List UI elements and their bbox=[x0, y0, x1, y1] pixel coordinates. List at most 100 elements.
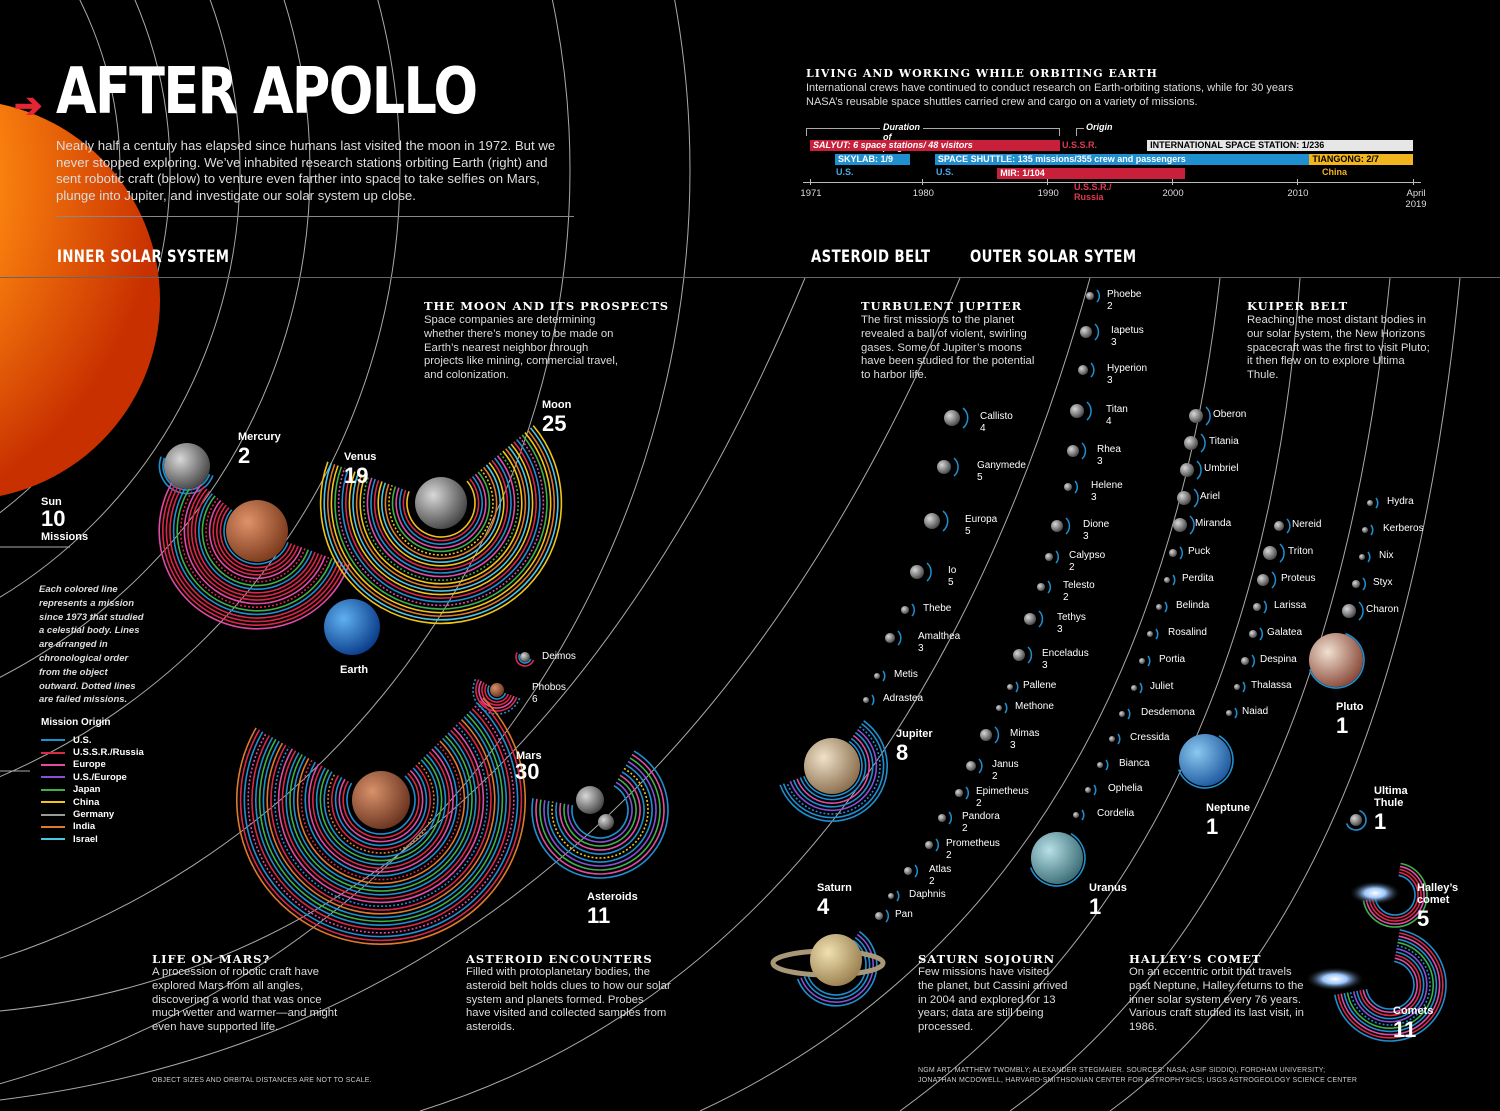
inner-orbit bbox=[0, 0, 401, 778]
moon-label: Enceladus bbox=[1042, 648, 1089, 659]
moon-mission-arc bbox=[384, 466, 498, 560]
moon-body-image bbox=[1139, 658, 1145, 664]
mars-story-text: A procession of robotic craft have explo… bbox=[152, 966, 338, 1034]
legend-swatch bbox=[41, 813, 65, 816]
saturn-image bbox=[810, 934, 862, 986]
program-origin: U.S. bbox=[936, 167, 954, 177]
moon-mission-arc bbox=[935, 838, 940, 852]
moon-label: Pan bbox=[895, 909, 913, 920]
venus-mission-arc bbox=[165, 472, 343, 623]
moon-label: Epimetheus bbox=[976, 786, 1029, 797]
moon-body-image bbox=[875, 912, 883, 920]
credits-line-2: JONATHAN MCDOWELL, HARVARD-SMITHSONIAN C… bbox=[918, 1077, 1358, 1084]
asteroid-story-text: Filled with protoplanetary bodies, the a… bbox=[466, 966, 671, 1034]
venus-count: 19 bbox=[344, 463, 369, 488]
moon-count: 4 bbox=[980, 423, 986, 434]
jupiter-mission-arc bbox=[789, 728, 878, 812]
legend-swatch bbox=[41, 801, 65, 804]
mars-mission-arc bbox=[323, 759, 439, 858]
venus-mission-arc bbox=[169, 474, 340, 619]
moon-label: Methone bbox=[1015, 701, 1054, 712]
moon-mission-arc bbox=[334, 434, 548, 610]
duration-bracket-right bbox=[1059, 128, 1060, 136]
program-bar: SALYUT: 6 space stations/ 48 visitors bbox=[810, 140, 1060, 151]
moon-count: 2 bbox=[1063, 592, 1069, 603]
belt-section-title: ASTEROID BELT bbox=[811, 247, 931, 267]
venus-mission-arc bbox=[190, 488, 320, 598]
moon-count: 2 bbox=[1069, 562, 1075, 573]
program-origin: China bbox=[1322, 167, 1348, 177]
inner-orbit bbox=[0, 0, 171, 513]
moon-body-image bbox=[937, 460, 951, 474]
halley-mission-arc bbox=[1371, 871, 1419, 919]
moon-label: Pandora bbox=[962, 811, 1000, 822]
deimos-mission-arc bbox=[518, 653, 532, 664]
mars-mission-arc bbox=[258, 713, 504, 923]
comet-mission-arc bbox=[1359, 954, 1422, 1017]
mars-mission-arc bbox=[319, 756, 443, 862]
moon-body-image bbox=[996, 705, 1002, 711]
mars-image bbox=[352, 771, 410, 829]
legend-item: U.S./Europe bbox=[41, 771, 144, 783]
moon-label: Cordelia bbox=[1097, 808, 1135, 819]
mars-story-heading: LIFE ON MARS? bbox=[152, 952, 271, 966]
halley-comet-image bbox=[1349, 881, 1401, 905]
moon-count: 3 bbox=[1010, 740, 1016, 751]
earth-label: Earth bbox=[340, 664, 369, 676]
moon-mission-arc bbox=[319, 425, 563, 625]
moon-mission-arc bbox=[1286, 518, 1291, 534]
comet-mission-arc bbox=[1356, 951, 1425, 1020]
year-tick bbox=[810, 179, 811, 185]
moon-body-image bbox=[980, 729, 992, 741]
mars-count: 30 bbox=[515, 759, 540, 784]
mars-mission-arc bbox=[281, 729, 481, 900]
moon-mission-arc bbox=[348, 443, 534, 596]
mars-mission-arc bbox=[251, 708, 511, 930]
moon-mission-arc bbox=[1189, 515, 1195, 535]
moon-body-image bbox=[925, 841, 933, 849]
moon-mission-arc bbox=[885, 909, 890, 923]
moon-mission-arc bbox=[370, 457, 512, 574]
moon-mission-arc bbox=[1259, 627, 1264, 641]
mars-mission-arc bbox=[274, 724, 488, 907]
moon-body-image bbox=[1274, 521, 1284, 531]
moon-text: Space companies are determining whether … bbox=[424, 314, 618, 382]
sun-image bbox=[0, 104, 160, 496]
moon-label: Styx bbox=[1373, 577, 1393, 588]
jupiter-story-text: The first missions to the planet reveale… bbox=[861, 314, 1035, 382]
year-label: 1990 bbox=[1037, 188, 1059, 199]
moon-body-image bbox=[938, 814, 946, 822]
moon-body-image bbox=[1024, 613, 1036, 625]
moon-mission-arc bbox=[1081, 809, 1085, 821]
comet-mission-arc bbox=[1362, 957, 1418, 1013]
legend-swatch bbox=[41, 751, 65, 754]
moon-label: Telesto bbox=[1063, 580, 1095, 591]
venus-mission-arc bbox=[205, 497, 306, 583]
legend-item: India bbox=[41, 821, 144, 833]
pluto-count: 1 bbox=[1336, 713, 1349, 738]
moon-label: Galatea bbox=[1267, 627, 1303, 638]
moon-label: Larissa bbox=[1274, 600, 1307, 611]
moon-mission-arc bbox=[896, 890, 900, 902]
moon-count: 3 bbox=[1091, 492, 1097, 503]
moon-label: Io bbox=[948, 565, 957, 576]
duration-bracket-left bbox=[806, 128, 807, 136]
moon-mission-arc bbox=[962, 407, 969, 429]
moon-mission-arc bbox=[1375, 497, 1379, 509]
legend-item: U.S.S.R./Russia bbox=[41, 746, 144, 758]
phobos-mission-arc bbox=[472, 677, 521, 715]
kuiper-story-heading: KUIPER BELT bbox=[1247, 299, 1349, 313]
moon-mission-arc bbox=[1038, 610, 1044, 628]
mercury-mission-arc bbox=[158, 456, 214, 495]
credits-line-1: NGM ART. MATTHEW TWOMBLY; ALEXANDER STEG… bbox=[918, 1067, 1326, 1074]
inner-orbit bbox=[0, 0, 311, 678]
comet-mission-arc bbox=[1334, 929, 1447, 1042]
moon-label: Rosalind bbox=[1168, 627, 1207, 638]
mars-mission-arc bbox=[262, 716, 500, 919]
origin-tick bbox=[1076, 128, 1077, 136]
moon-body-image bbox=[1119, 711, 1125, 717]
venus-mission-arc bbox=[223, 509, 289, 565]
intro-divider bbox=[56, 216, 574, 217]
pluto-mission-arc bbox=[1308, 632, 1365, 689]
